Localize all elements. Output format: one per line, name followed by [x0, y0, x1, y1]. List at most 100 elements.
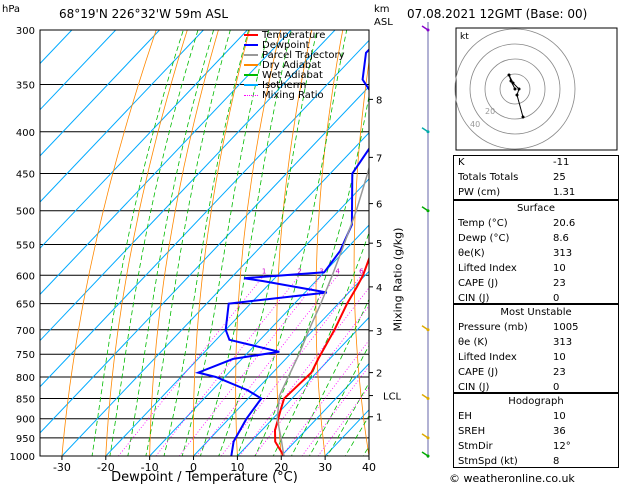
- index-value: 1.31: [553, 187, 576, 198]
- most-unstable-value: 10: [553, 352, 566, 363]
- legend-item: Wet Adiabat: [244, 71, 345, 81]
- wet-adiabat: [218, 30, 318, 456]
- dry-adiabat: [149, 30, 219, 456]
- most-unstable-value: 23: [553, 367, 566, 378]
- mixing-ratio-axis-label: Mixing Ratio (g/kg): [391, 227, 405, 332]
- wind-barb-dot: [426, 396, 430, 400]
- mixing-ratio-label: 4: [336, 267, 341, 275]
- legend-label: Mixing Ratio: [262, 90, 324, 101]
- legend-item: Dewpoint: [244, 41, 345, 51]
- surface-row: θe(K) 313: [458, 248, 614, 262]
- hodograph-value: 10: [553, 411, 566, 422]
- x-tick-label: 20: [274, 461, 288, 474]
- index-key: PW (cm): [458, 187, 501, 198]
- most-unstable-row: Pressure (mb) 1005: [458, 322, 614, 336]
- wet-adiabat: [272, 231, 369, 456]
- wet-adiabat: [236, 30, 348, 456]
- legend-swatch: [244, 54, 258, 56]
- km-tick-label: 7: [376, 153, 382, 164]
- x-axis-label: Dewpoint / Temperature (°C): [111, 470, 298, 485]
- isotherm: [40, 30, 248, 249]
- isotherm: [149, 224, 369, 456]
- surface-row: Dewp (°C) 8.6: [458, 233, 614, 247]
- index-value: -11: [553, 157, 570, 168]
- surface-key: Dewp (°C): [458, 233, 510, 244]
- legend-label: Wet Adiabat: [262, 70, 323, 81]
- hodograph-table: Hodograph EH 10 SREH 36 StmDir 12° StmSpd (kt)…: [453, 393, 619, 468]
- dry-adiabat: [105, 30, 188, 456]
- index-row: Totals Totals 25: [458, 172, 614, 186]
- isotherm: [40, 85, 369, 434]
- legend-swatch: [244, 94, 258, 96]
- hodograph-key: SREH: [458, 426, 486, 437]
- profile-dewpoint: [194, 48, 369, 456]
- hodograph-key: EH: [458, 411, 472, 422]
- legend-swatch: [244, 64, 258, 66]
- most-unstable-key: CAPE (J): [458, 367, 499, 378]
- pressure-tick-label: 900: [16, 415, 35, 426]
- pressure-tick-label: 500: [16, 207, 35, 218]
- hodograph: kt 20 40: [454, 27, 618, 151]
- wet-adiabat: [308, 344, 369, 456]
- legend-swatch: [244, 44, 258, 46]
- isotherm: [40, 30, 204, 203]
- hodograph-row: StmDir 12°: [458, 441, 614, 455]
- mixing-ratio-line: [195, 275, 339, 456]
- hodograph-ring-label: 40: [470, 120, 480, 129]
- km-tick-label: 4: [376, 283, 382, 294]
- hodograph-row: EH 10: [458, 411, 614, 425]
- surface-row: Temp (°C) 20.6: [458, 218, 614, 232]
- most-unstable-key: Pressure (mb): [458, 322, 528, 333]
- x-tick-label: -30: [53, 461, 71, 474]
- legend-item: Mixing Ratio: [244, 91, 345, 101]
- surface-row: CAPE (J) 23: [458, 278, 614, 292]
- hodograph-point: [521, 115, 525, 119]
- hodograph-value: 8: [553, 456, 560, 467]
- pressure-tick-label: 1000: [10, 452, 35, 463]
- km-tick-label: 3: [376, 327, 382, 338]
- hpa-label: hPa: [2, 4, 21, 15]
- most-unstable-value: 313: [553, 337, 573, 348]
- legend-label: Isotherm: [262, 80, 307, 91]
- wind-barbs: [421, 22, 430, 458]
- legend-swatch: [244, 34, 258, 36]
- mixing-ratio-label: 6: [359, 267, 364, 275]
- x-tick-label: 30: [318, 461, 332, 474]
- surface-value: 20.6: [553, 218, 576, 229]
- wet-adiabat: [199, 30, 292, 456]
- hodograph-ring: [499, 73, 531, 105]
- most-unstable-value: 1005: [553, 322, 579, 333]
- pressure-tick-label: 750: [16, 350, 35, 361]
- isotherm: [40, 30, 160, 157]
- hodograph-point: [513, 87, 517, 91]
- surface-key: Temp (°C): [458, 218, 508, 229]
- surface-value: 0: [553, 293, 560, 304]
- indices-table: K -11 Totals Totals 25 PW (cm) 1.31: [453, 155, 619, 200]
- hodograph-row: SREH 36: [458, 426, 614, 440]
- surface-key: Lifted Index: [458, 263, 517, 274]
- hodograph-point: [507, 73, 511, 77]
- legend: Temperature Dewpoint Parcel Trajectory Dry …: [244, 31, 345, 101]
- legend-item: Temperature: [244, 31, 345, 41]
- pressure-tick-label: 450: [16, 169, 35, 180]
- hodograph-point: [511, 81, 515, 85]
- most-unstable-table: Most Unstable Pressure (mb) 1005 θe (K) 313…: [453, 304, 619, 393]
- credit: © weatheronline.co.uk: [449, 472, 575, 485]
- x-tick-label: -10: [141, 461, 159, 474]
- legend-item: Dry Adiabat: [244, 61, 345, 71]
- km-tick-label: 8: [376, 95, 382, 106]
- mixing-ratio-line: [178, 275, 322, 456]
- legend-label: Dry Adiabat: [262, 60, 322, 71]
- hodograph-unit-label: kt: [460, 32, 469, 42]
- wet-adiabat: [145, 30, 231, 456]
- mixing-ratio-label: 1: [262, 267, 266, 275]
- most-unstable-row: Lifted Index 10: [458, 352, 614, 366]
- hodograph-ring: [484, 58, 546, 120]
- wind-barb-dot: [426, 28, 430, 32]
- surface-value: 10: [553, 263, 566, 274]
- mixing-ratio-line: [317, 386, 369, 456]
- mixing-ratio-label: 2: [297, 267, 301, 275]
- most-unstable-key: θe (K): [458, 337, 488, 348]
- most-unstable-value: 0: [553, 382, 560, 393]
- hodograph-title: Hodograph: [508, 396, 564, 407]
